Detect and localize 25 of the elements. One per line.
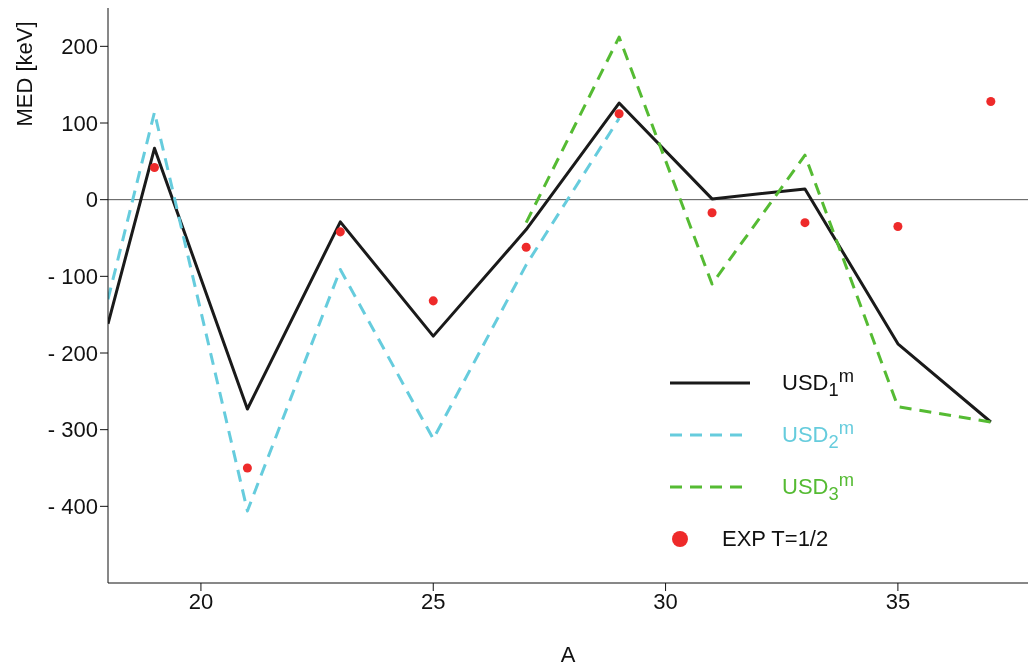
point <box>707 208 717 218</box>
point <box>521 242 531 252</box>
x-tick-label: 35 <box>885 588 911 614</box>
y-tick-label: - 100 <box>47 264 98 290</box>
y-tick-label: - 300 <box>47 417 98 443</box>
y-axis-title: MED [keV] <box>12 21 37 127</box>
y-tick-label: 0 <box>85 187 98 213</box>
point <box>986 97 996 107</box>
point <box>428 296 438 306</box>
line-series <box>524 35 993 424</box>
y-tick-label: - 200 <box>47 340 98 366</box>
x-axis-title: A <box>560 642 576 667</box>
x-tick-label: 30 <box>653 588 678 614</box>
x-tick-label: 20 <box>188 588 214 614</box>
y-tick-label: - 400 <box>47 494 98 520</box>
point <box>614 109 624 119</box>
point <box>242 463 252 473</box>
x-tick-label: 25 <box>421 588 446 614</box>
y-tick-label: 200 <box>61 34 98 60</box>
y-tick-label: 100 <box>61 110 98 136</box>
point <box>893 221 903 232</box>
point <box>335 227 345 237</box>
point <box>149 162 159 172</box>
legend-label: EXP T=1/2 <box>722 526 829 552</box>
point <box>800 218 810 228</box>
